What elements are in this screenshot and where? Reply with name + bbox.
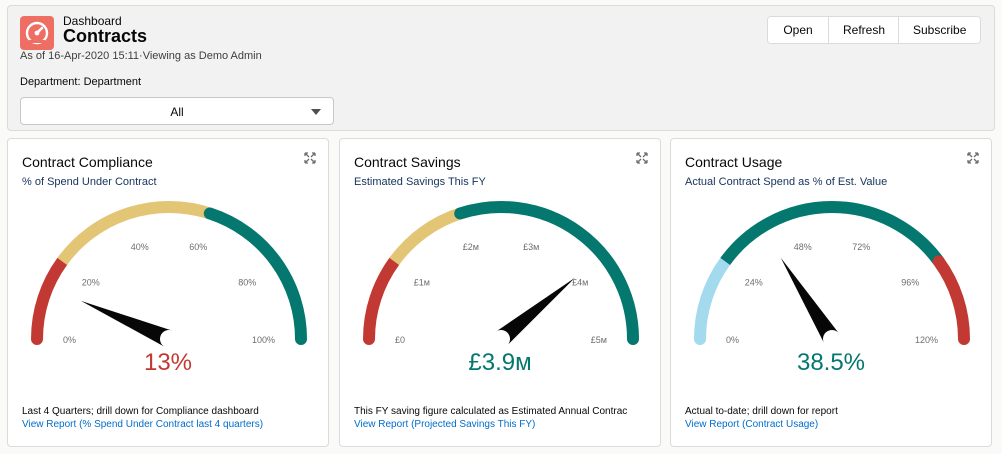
widget-subtitle: Estimated Savings This FY	[354, 176, 486, 188]
dashboard-header: Dashboard Contracts As of 16-Apr-2020 15…	[7, 5, 995, 131]
gauge-tick-label: 80%	[238, 277, 256, 287]
widget-value: £3.9м	[468, 349, 532, 376]
refresh-button[interactable]: Refresh	[828, 17, 898, 43]
filter-label: Department: Department	[20, 76, 142, 88]
gauge-tick-label: £4м	[572, 277, 588, 287]
gauge-needle	[80, 300, 173, 348]
gauge-chart[interactable]: 0% 24% 48% 72% 96% 120%	[671, 191, 993, 351]
gauge-needle	[780, 257, 840, 344]
widget-footer-text: This FY saving figure calculated as Esti…	[354, 406, 628, 417]
gauge-segment	[454, 201, 639, 345]
dashboard-meta: As of 16-Apr-2020 15:11·Viewing as Demo …	[20, 50, 262, 62]
dashboard-gauge-icon	[20, 16, 54, 50]
page-title: Contracts	[63, 26, 148, 46]
gauge-tick-label: £5м	[591, 335, 607, 345]
widget-value: 38.5%	[796, 349, 866, 376]
open-button[interactable]: Open	[768, 17, 828, 43]
widget-contract-savings: Contract Savings Estimated Savings This …	[339, 138, 661, 447]
view-report-link[interactable]: View Report (% Spend Under Contract last…	[22, 419, 264, 430]
gauge-needle	[495, 277, 575, 346]
gauge-tick-label: 0%	[63, 335, 76, 345]
view-report-link[interactable]: View Report (Contract Usage)	[685, 419, 819, 430]
widget-title: Contract Compliance	[22, 154, 153, 170]
expand-icon[interactable]	[967, 152, 979, 164]
widget-title: Contract Usage	[685, 154, 783, 170]
expand-icon[interactable]	[636, 152, 648, 164]
gauge-tick-label: £0	[395, 335, 405, 345]
expand-icon[interactable]	[304, 152, 316, 164]
widget-contract-usage: Contract Usage Actual Contract Spend as …	[670, 138, 992, 447]
gauge-segment	[31, 255, 69, 345]
gauge-tick-label: 24%	[745, 277, 763, 287]
widget-title: Contract Savings	[354, 154, 461, 170]
widget-contract-compliance: Contract Compliance % of Spend Under Con…	[7, 138, 329, 447]
gauge-tick-label: 0%	[726, 335, 739, 345]
gauge-chart[interactable]: 0% 20% 40% 60% 80% 100%	[8, 191, 330, 351]
gauge-tick-label: 48%	[794, 242, 812, 252]
widget-footer-text: Last 4 Quarters; drill down for Complian…	[22, 406, 259, 417]
widget-subtitle: % of Spend Under Contract	[22, 176, 157, 188]
view-report-link[interactable]: View Report (Projected Savings This FY)	[354, 419, 536, 430]
widget-subtitle: Actual Contract Spend as % of Est. Value	[685, 176, 888, 188]
gauge-tick-label: 60%	[189, 242, 207, 252]
gauge-tick-label: 100%	[252, 335, 275, 345]
dashboard-eyebrow: Dashboard	[63, 14, 122, 28]
gauge-tick-label: £1м	[414, 277, 430, 287]
gauge-tick-label: 40%	[131, 242, 149, 252]
gauge-tick-label: 72%	[852, 242, 870, 252]
widget-value: 13%	[143, 349, 193, 376]
department-filter-select[interactable]: All	[20, 97, 334, 125]
header-button-group: Open Refresh Subscribe	[767, 16, 981, 44]
chevron-down-icon	[311, 109, 321, 115]
gauge-tick-label: 120%	[915, 335, 938, 345]
gauge-segment	[389, 207, 463, 266]
gauge-segment	[694, 255, 732, 345]
widget-footer-text: Actual to-date; drill down for report	[685, 406, 838, 417]
gauge-segment	[720, 201, 944, 265]
gauge-segment	[363, 255, 401, 345]
gauge-tick-label: 20%	[82, 277, 100, 287]
gauge-tick-label: 96%	[901, 277, 919, 287]
filter-selected-value: All	[170, 105, 184, 119]
gauge-segment	[57, 201, 212, 265]
gauge-tick-label: £3м	[523, 242, 539, 252]
gauge-segment	[203, 207, 307, 345]
gauge-tick-label: £2м	[463, 242, 479, 252]
gauge-segment	[932, 255, 970, 345]
gauge-chart[interactable]: £0 £1м £2м £3м £4м £5м	[340, 191, 662, 351]
subscribe-button[interactable]: Subscribe	[898, 17, 980, 43]
